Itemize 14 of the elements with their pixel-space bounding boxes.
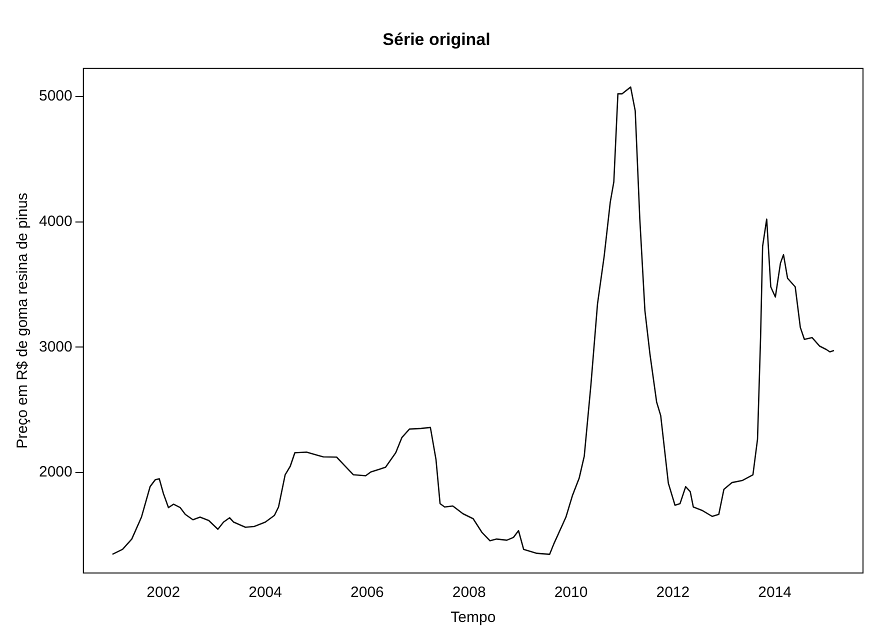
- x-tick-label: 2004: [248, 584, 282, 602]
- x-tick-label: 2008: [452, 584, 486, 602]
- y-tick-label: 5000: [38, 88, 72, 105]
- x-tick-label: 2012: [656, 584, 690, 602]
- x-tick-label: 2002: [146, 584, 180, 602]
- x-axis-title: Tempo: [450, 609, 496, 626]
- x-tick-label: 2006: [350, 584, 384, 602]
- y-tick-label: 4000: [38, 213, 72, 230]
- y-tick-label: 2000: [38, 464, 72, 481]
- x-tick-label: 2010: [554, 584, 588, 602]
- x-tick-label: 2014: [758, 584, 792, 602]
- y-tick-label: 3000: [38, 338, 72, 356]
- chart-title: Série original: [382, 30, 490, 49]
- y-axis-title: Preço em R$ de goma resina de pinus: [14, 192, 32, 449]
